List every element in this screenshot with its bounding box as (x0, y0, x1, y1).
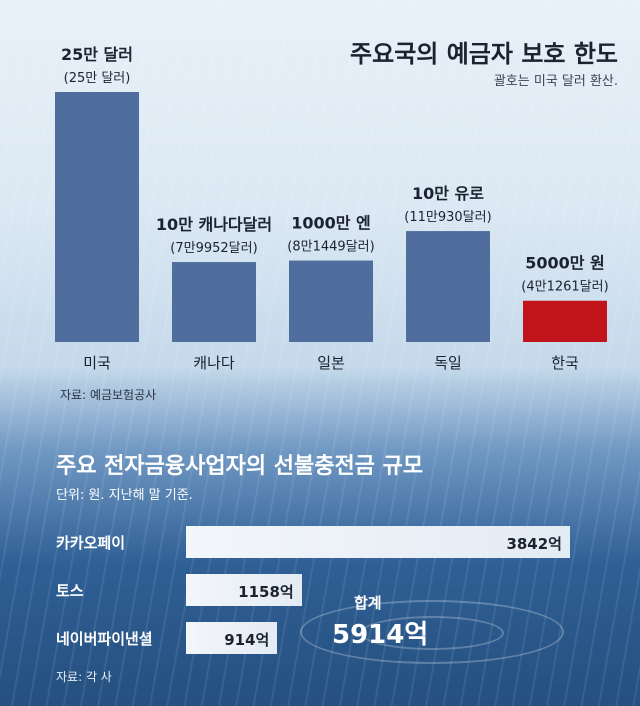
bar-0 (55, 92, 139, 342)
deposit-protection-chart: 25만 달러 (25만 달러) 미국 10만 캐나다달러 (7만9952달러) 캐나다 10… (55, 45, 609, 372)
bar-label: 10만 유로 (412, 184, 484, 203)
bar-3 (406, 231, 490, 342)
hbar-value: 1158억 (238, 583, 294, 601)
category-label: 일본 (317, 354, 345, 372)
category-label: 미국 (83, 354, 111, 372)
bar-4 (523, 300, 607, 342)
hbar-value: 3842억 (506, 535, 562, 553)
chart2-subtitle: 단위: 원. 지난해 말 기준. (56, 488, 193, 503)
row-name: 네이버파이낸셜 (56, 630, 153, 648)
category-label: 캐나다 (193, 354, 235, 372)
bar-label: 5000만 원 (525, 254, 605, 273)
bar-usd-label: (4만1261달러) (521, 280, 608, 295)
row-name: 카카오페이 (56, 534, 126, 552)
bar-label: 25만 달러 (61, 45, 133, 64)
chart2-source: 자료: 각 사 (56, 670, 112, 684)
bar-usd-label: (8만1449달러) (287, 240, 374, 255)
bar-usd-label: (7만9952달러) (170, 241, 257, 256)
bar-label: 1000만 엔 (291, 214, 371, 233)
category-label: 한국 (551, 354, 579, 372)
chart1-subtitle: 괄호는 미국 달러 환산. (493, 74, 618, 89)
bar-label: 10만 캐나다달러 (156, 215, 272, 234)
bar-usd-label: (25만 달러) (64, 71, 131, 86)
chart1-title: 주요국의 예금자 보호 한도 (350, 40, 618, 68)
total-label: 합계 (354, 594, 382, 612)
category-label: 독일 (434, 354, 462, 372)
hbar-0 (186, 526, 570, 558)
bar-2 (289, 260, 373, 342)
hbar-value: 914억 (224, 631, 270, 649)
hbar-2 (186, 622, 278, 654)
chart1-source: 자료: 예금보험공사 (60, 388, 157, 402)
bar-usd-label: (11만930달러) (404, 210, 491, 225)
hbar-1 (186, 574, 302, 606)
row-name: 토스 (56, 582, 84, 600)
chart2-title: 주요 전자금융사업자의 선불충전금 규모 (56, 454, 424, 479)
total-value: 5914억 (332, 620, 429, 650)
bar-1 (172, 262, 256, 342)
